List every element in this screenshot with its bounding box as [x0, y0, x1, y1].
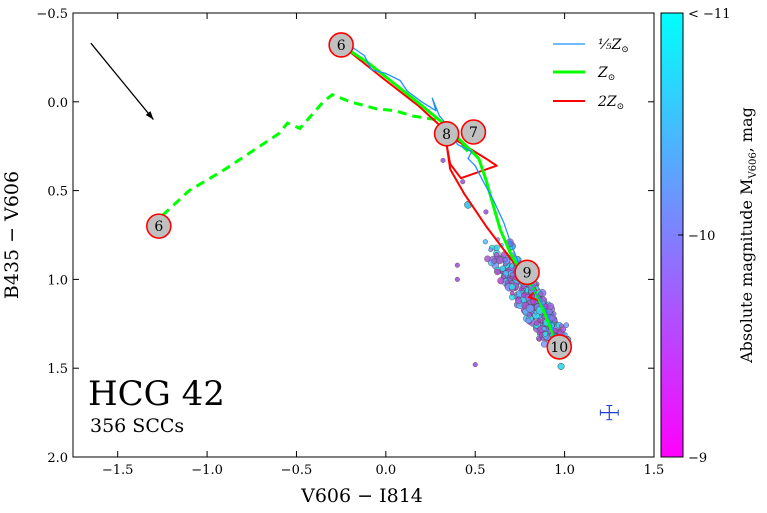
x-tick-label: −1.5: [102, 463, 134, 478]
age-marker-label: 6: [154, 219, 163, 235]
cluster-point: [440, 157, 446, 163]
age-marker: [460, 119, 487, 145]
cluster-point: [460, 179, 466, 185]
cluster-point: [510, 272, 516, 278]
cluster-point: [509, 263, 515, 269]
colorbar-title: Absolute magnitude MV606, mag: [737, 107, 759, 364]
cluster-point: [525, 317, 532, 324]
reddening-arrow: [90, 42, 154, 120]
age-marker-label: 8: [442, 127, 451, 143]
age-marker-label: 10: [550, 340, 568, 356]
legend-label-zsun: Z⊙: [597, 65, 615, 83]
cluster-point: [497, 277, 505, 285]
y-tick-label: 2.0: [47, 451, 68, 466]
cluster-point: [454, 262, 460, 268]
age-marker: [433, 120, 460, 147]
y-tick-label: 0.5: [47, 185, 68, 200]
y-tick-label: −0.5: [36, 7, 68, 22]
age-marker: [146, 213, 172, 239]
cluster-point: [494, 268, 501, 276]
legend: ⅕Z⊙ Z⊙ 2Z⊙: [553, 37, 629, 112]
cluster-point: [526, 312, 532, 318]
age-marker-label: 7: [469, 125, 478, 141]
cluster-point: [520, 284, 526, 290]
x-tick-label: −1.0: [191, 463, 223, 478]
colorbar-label-bottom: −9: [688, 451, 707, 466]
age-marker-label: 9: [523, 265, 532, 281]
y-tick-label: 1.5: [47, 362, 68, 377]
y-tick-label: 1.0: [47, 273, 68, 288]
age-marker: [546, 334, 573, 360]
cluster-point: [557, 362, 565, 370]
cluster-point: [541, 326, 547, 331]
age-marker-label: 6: [337, 38, 346, 54]
cluster-point: [526, 304, 535, 313]
dashed-track: [161, 92, 473, 217]
age-marker: [328, 32, 354, 58]
cluster-point: [537, 337, 542, 342]
cluster-count-label: 356 SCCs: [90, 415, 184, 437]
x-tick-label: 0.5: [465, 463, 486, 478]
x-tick-label: 1.0: [554, 463, 575, 478]
cluster-point: [509, 291, 515, 296]
cluster-point: [560, 326, 567, 333]
x-axis-title: V606 − I814: [300, 485, 423, 507]
cluster-point: [488, 247, 493, 253]
cluster-point: [533, 320, 540, 326]
y-tick-label: 0.0: [47, 96, 68, 111]
age-markers: 6 8 7 9 10 6: [146, 32, 573, 360]
cluster-point: [483, 209, 489, 215]
x-tick-label: 0.0: [376, 463, 397, 478]
cluster-point: [538, 291, 544, 297]
cluster-point: [515, 297, 522, 305]
plot-area: [72, 12, 655, 458]
reddening-arrow-head: [145, 111, 154, 120]
cluster-point: [491, 258, 498, 264]
x-tick-label: −0.5: [281, 463, 313, 478]
cluster-point: [472, 362, 478, 368]
colorbar-label-mid: −10: [688, 229, 715, 244]
cluster-point: [454, 276, 460, 282]
colorbar-label-top: < −11: [688, 7, 730, 22]
age-marker: [514, 259, 540, 286]
galaxy-label: HCG 42: [88, 374, 225, 414]
cluster-point: [494, 252, 500, 258]
cluster-point: [499, 265, 506, 272]
cluster-point: [563, 322, 570, 328]
error-bar: [599, 404, 619, 421]
cluster-point: [542, 331, 548, 337]
legend-label-fifth-zsun: ⅕Z⊙: [598, 37, 629, 55]
cluster-point: [502, 257, 508, 263]
y-axis-title: B435 − V606: [1, 171, 23, 299]
cluster-point: [508, 283, 516, 291]
cluster-point: [482, 239, 488, 245]
axis-ticks: −1.5 −1.0 −0.5 0.0 0.5 1.0 1.5 −0.5 0.0 0.5 1.0 1.5…: [36, 7, 664, 478]
legend-label-2zsun: 2Z⊙: [597, 94, 624, 112]
cluster-point: [495, 256, 504, 265]
cluster-point: [501, 274, 506, 279]
cluster-point: [540, 336, 545, 341]
x-tick-label: 1.5: [644, 463, 665, 478]
